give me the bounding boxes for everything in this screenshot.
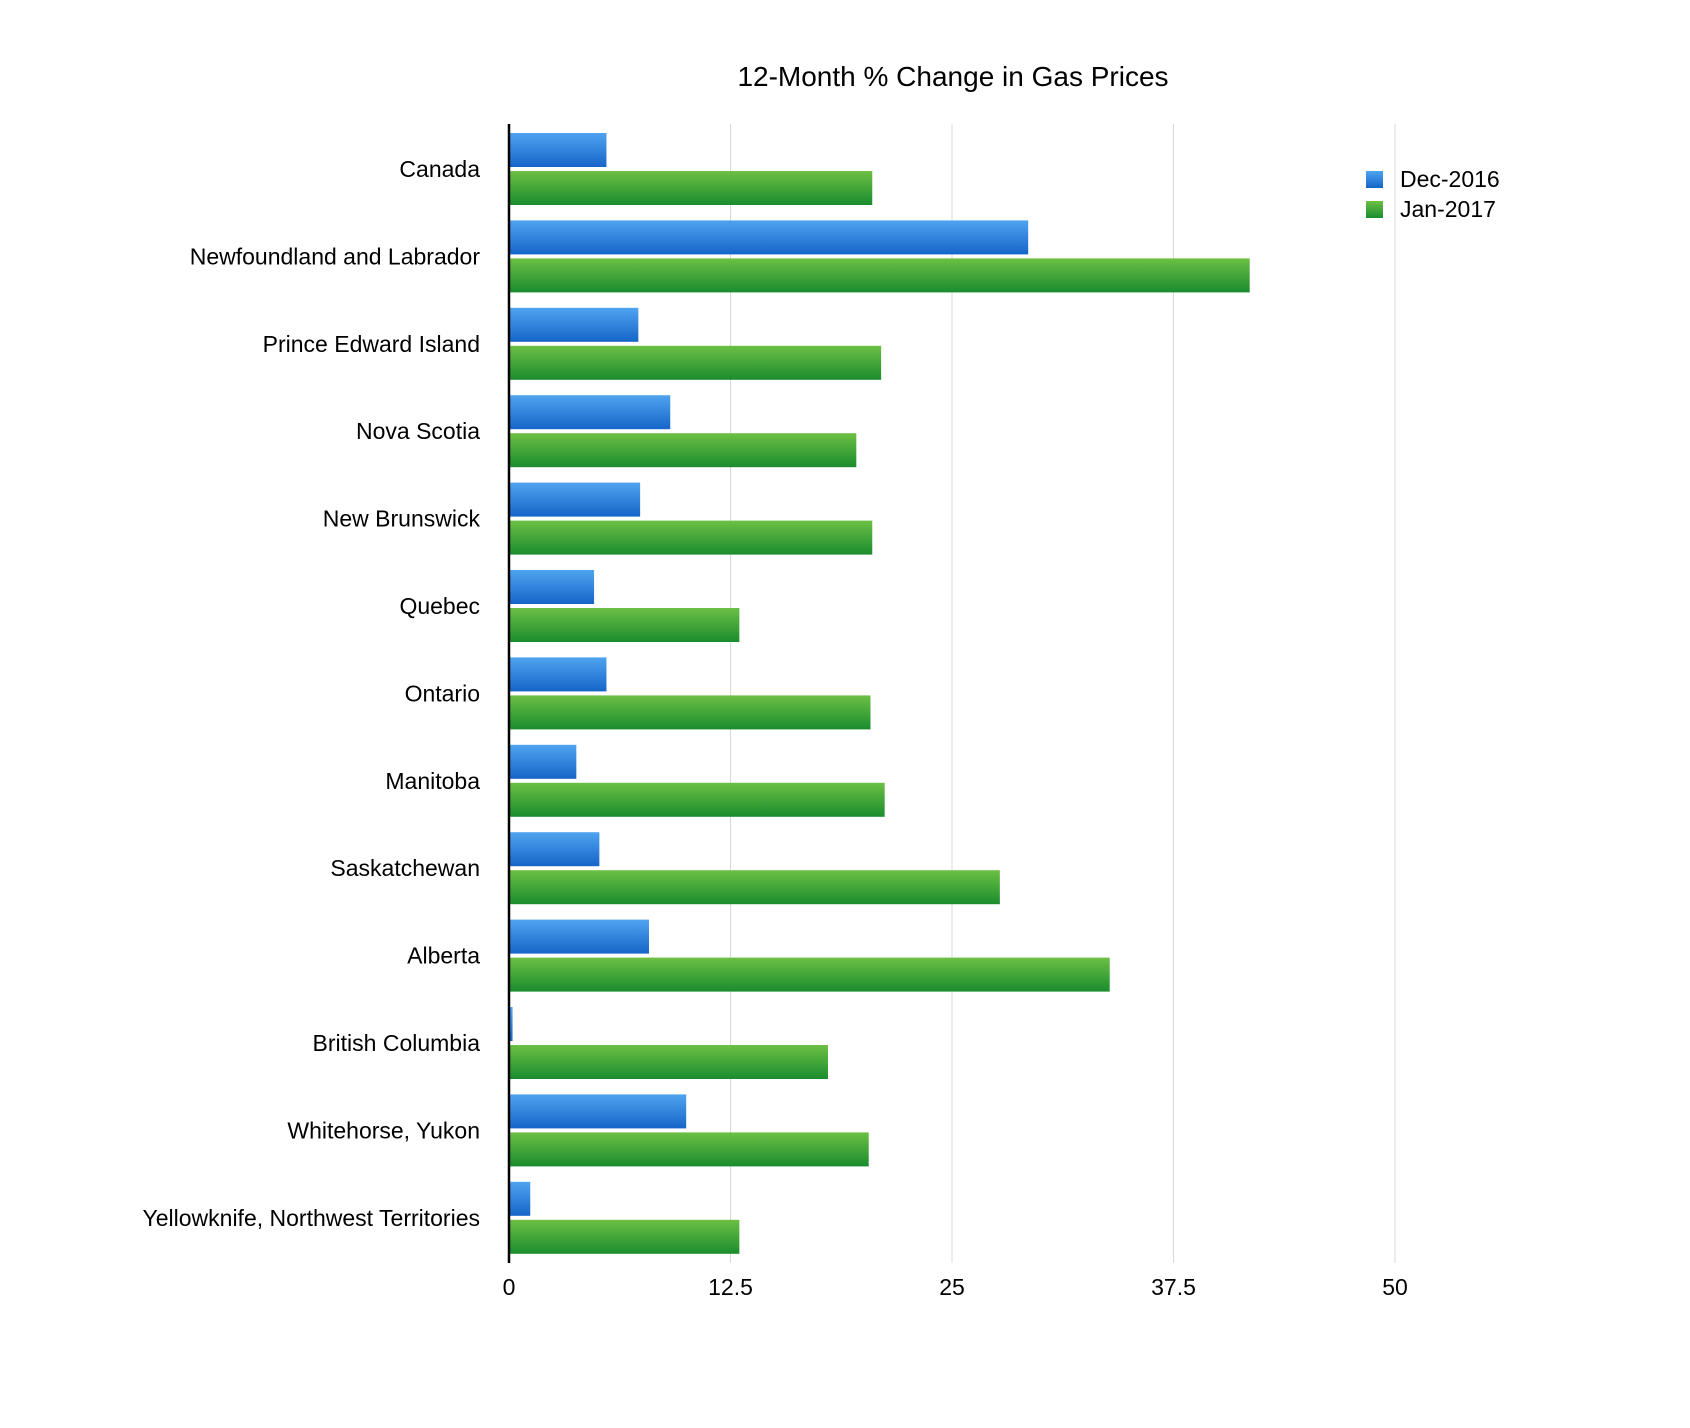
bar-series-2 (509, 608, 740, 642)
bar-series-2 (509, 1132, 869, 1167)
chart-title: 12-Month % Change in Gas Prices (737, 61, 1168, 92)
category-label: Ontario (405, 680, 480, 706)
legend: Dec-2016 Jan-2017 (1366, 166, 1500, 222)
category-label: Nova Scotia (356, 418, 480, 444)
legend-swatch (1366, 171, 1383, 188)
bar-series-2 (509, 171, 873, 205)
category-label: Canada (399, 156, 480, 182)
x-tick-label: 50 (1382, 1274, 1408, 1300)
category-label: Yellowknife, Northwest Territories (143, 1205, 480, 1231)
bar-series-2 (509, 870, 1000, 905)
category-label: New Brunswick (323, 506, 481, 532)
legend-label: Dec-2016 (1400, 166, 1500, 192)
bar-series-1 (509, 482, 641, 517)
category-label: Newfoundland and Labrador (190, 243, 481, 269)
bar-series-1 (509, 1181, 531, 1216)
category-labels: Canada Newfoundland and Labrador Prince Ed… (143, 156, 481, 1231)
category-label: Prince Edward Island (263, 331, 480, 357)
bar-series-1 (509, 744, 577, 779)
bar-series-1 (509, 657, 607, 692)
x-tick-labels: 0 12.5 25 37.5 50 (503, 1274, 1408, 1300)
bar-series-2 (509, 957, 1110, 992)
x-tick-label: 0 (503, 1274, 516, 1300)
bar-series-2 (509, 520, 873, 555)
category-label: Manitoba (385, 768, 480, 794)
bar-series-2 (509, 258, 1250, 293)
bar-series-1 (509, 133, 607, 167)
bar-series-2 (509, 1219, 740, 1254)
category-label: British Columbia (313, 1030, 481, 1056)
bar-series-2 (509, 782, 885, 817)
category-label: Whitehorse, Yukon (287, 1117, 480, 1143)
bar-series-1 (509, 307, 639, 342)
bar-series-2 (509, 695, 871, 730)
category-label: Alberta (407, 943, 480, 969)
x-tick-label: 25 (939, 1274, 965, 1300)
category-label: Saskatchewan (330, 855, 480, 881)
category-label: Quebec (399, 593, 480, 619)
legend-swatch (1366, 201, 1383, 218)
bar-series-1 (509, 395, 671, 430)
bars (509, 133, 1250, 1254)
gridlines (730, 124, 1396, 1263)
bar-series-1 (509, 1007, 513, 1041)
bar-series-2 (509, 433, 857, 468)
bar-series-1 (509, 832, 600, 867)
bar-series-1 (509, 919, 649, 954)
x-tick-label: 12.5 (708, 1274, 753, 1300)
x-tick-label: 37.5 (1151, 1274, 1196, 1300)
bar-series-1 (509, 220, 1029, 255)
legend-label: Jan-2017 (1400, 196, 1496, 222)
bar-series-2 (509, 345, 882, 380)
bar-series-1 (509, 570, 595, 604)
bar-series-1 (509, 1094, 687, 1129)
bar-series-2 (509, 1045, 828, 1079)
